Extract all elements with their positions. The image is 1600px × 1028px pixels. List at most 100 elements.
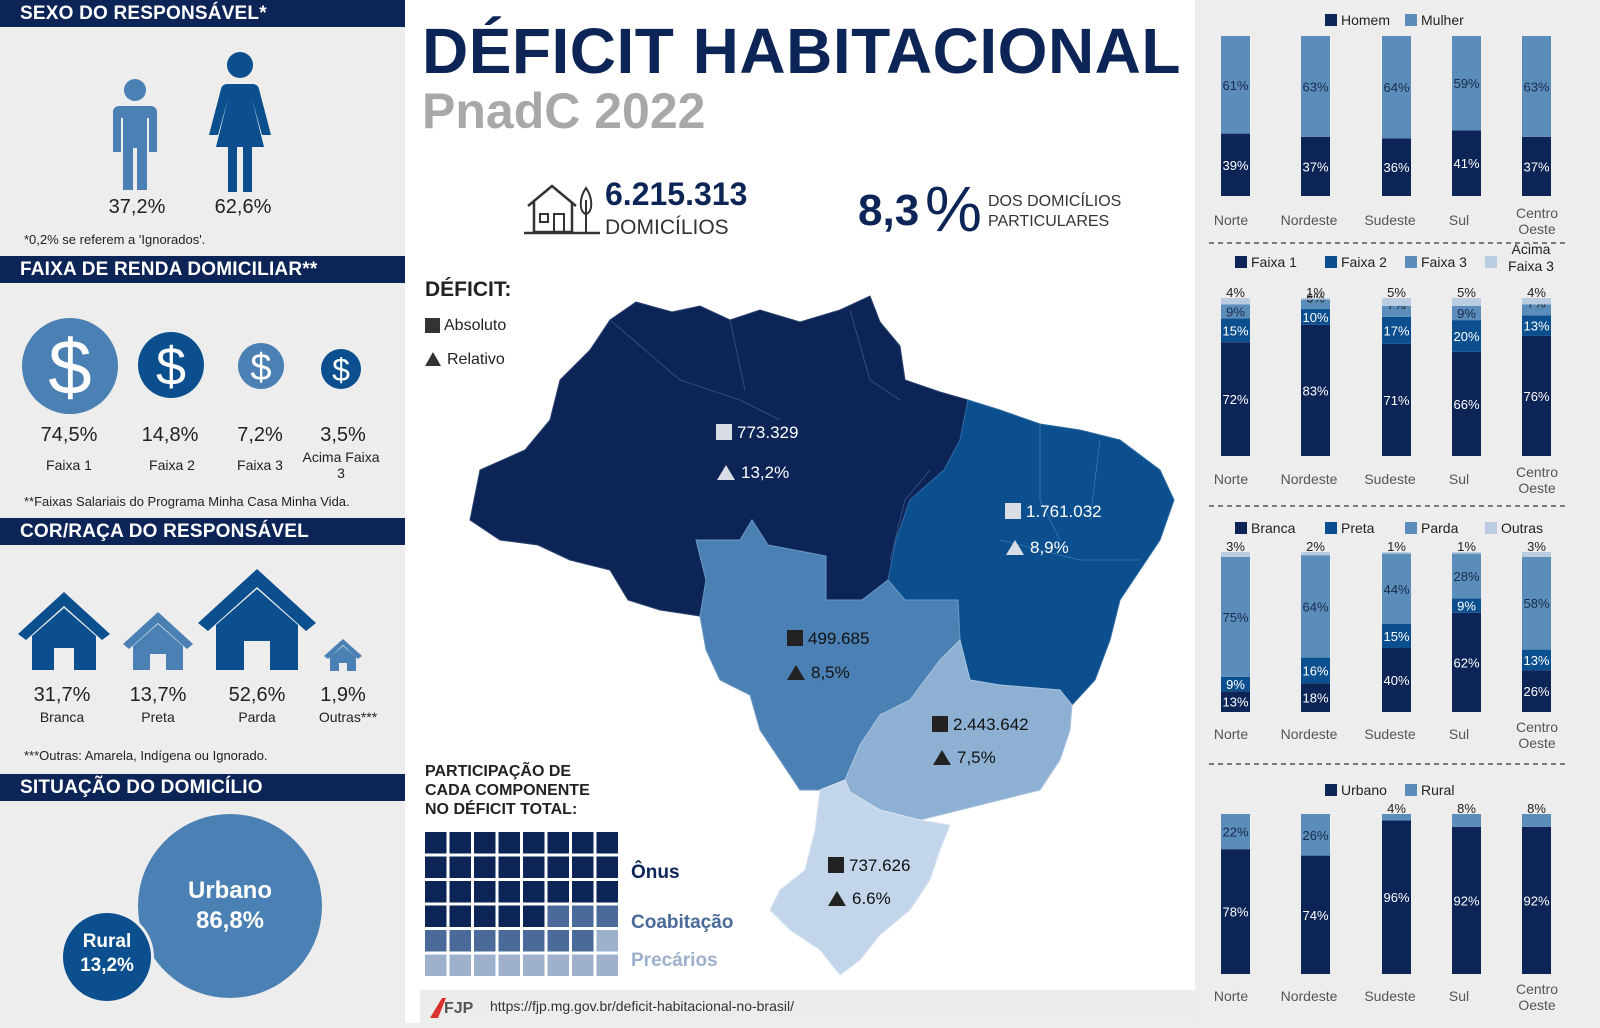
bar-segment [1301,552,1330,556]
bar-value-label: 59% [1453,76,1479,91]
bar-value-label: 28% [1453,569,1479,584]
bar-value-label: 78% [1222,905,1248,920]
waffle-cell-ônus [498,881,520,903]
waffle-cell-ônus [547,832,569,854]
kpi-domicilios-number: 6.215.313 [605,176,748,212]
bar-segment [1382,814,1411,821]
bar-value-label: 13% [1222,695,1248,710]
bar-segment [1301,136,1330,196]
waffle-cell-ônus [596,856,618,878]
bar-value-label: 96% [1383,890,1409,905]
legend-label: Faixa 1 [1251,254,1297,270]
bar-segment [1382,316,1411,344]
legend-item: Preta [1325,520,1375,536]
norte-absolute: 773.329 [737,423,799,442]
waffle-cell-ônus [474,832,496,854]
legend-label: Faixa 3 [1508,258,1554,274]
svg-text:$: $ [250,347,271,389]
bar-value-label: 83% [1302,383,1328,398]
renda-f4-pct: 3,5% [320,424,366,446]
nordeste-triangle-icon [1006,540,1024,555]
waffle-cell-ônus [523,832,545,854]
bar-segment [1382,648,1411,712]
waffle-cell-precários [596,954,618,976]
legend-label: Homem [1341,12,1390,28]
bar-segment [1221,36,1250,134]
cor-parda-pct: 52,6% [228,684,286,706]
category-label: Centro [1516,464,1558,480]
bar-segment [1522,298,1551,305]
footer-url[interactable]: https://fjp.mg.gov.br/deficit-habitacion… [490,998,794,1014]
category-label: Sul [1449,726,1469,742]
waffle-cell-ônus [547,881,569,903]
bar-segment [1522,315,1551,336]
bar-segment [1522,826,1551,974]
waffle-cell-ônus [449,832,471,854]
bar-segment [1301,683,1330,712]
category-label: Nordeste [1281,212,1338,228]
centro-oeste-triangle-icon [787,665,805,680]
category-label: Norte [1214,726,1248,742]
bar-segment [1452,298,1481,306]
bar-segment [1522,335,1551,456]
waffle-cell-ônus [572,856,594,878]
legend-swatch [1405,784,1417,796]
participacao-title-2: CADA COMPONENTE [425,782,590,799]
waffle-cell-coabitação [523,930,545,952]
kpi-pct-text-1: DOS DOMICÍLIOS [988,193,1122,210]
bar-value-label: 16% [1302,663,1328,678]
bar-value-label: 3% [1226,539,1245,554]
map-state-lines [609,309,931,561]
legend-item: Faixa 1 [1235,254,1297,270]
legend-triangle-icon [425,352,441,366]
renda-f4-label: Acima Faixa 3 [302,449,380,481]
bar-value-label: 9% [1457,599,1476,614]
waffle-cell-coabitação [498,930,520,952]
legend-label: Urbano [1341,782,1387,798]
waffle-cell-ônus [425,905,447,927]
legend-swatch [1485,256,1497,268]
renda-f1-label: Faixa 1 [46,457,92,473]
cor-parda-label: Parda [238,709,276,725]
bar-segment [1522,649,1551,671]
female-icon [209,52,271,192]
bar-segment [1301,814,1330,856]
dollar-icon-medium: $ [138,332,204,398]
sexo-homem-pct: 37,2% [108,196,166,218]
sul-triangle-icon [828,891,846,906]
waffle-chart [425,832,618,976]
bar-segment [1221,133,1250,196]
bar-segment [1452,130,1481,196]
bar-segment [1452,36,1481,131]
renda-f1-pct: 74,5% [40,424,98,446]
bar-segment [1522,136,1551,196]
legend-item: Mulher [1405,12,1464,28]
waffle-cell-ônus [449,881,471,903]
category-label: Centro [1516,205,1558,221]
cor-branca-pct: 31,7% [33,684,91,706]
sudeste-absolute: 2.443.642 [953,715,1029,734]
legend-square-icon [425,318,440,333]
centro-oeste-relative: 8,5% [811,663,850,682]
bar-segment [1382,552,1411,554]
bar-value-label: 1% [1306,285,1325,300]
waffle-cell-ônus [572,881,594,903]
category-label: Sudeste [1364,988,1416,1004]
bar-segment [1382,343,1411,456]
category-label: Sudeste [1364,471,1416,487]
legend-swatch [1325,256,1337,268]
legend-item: Parda [1405,520,1459,536]
waffle-cell-ônus [449,856,471,878]
legend-label: Outras [1501,520,1543,536]
bar-value-label: 64% [1302,599,1328,614]
waffle-cell-coabitação [474,930,496,952]
bar-value-label: 40% [1383,673,1409,688]
svg-text:$: $ [332,352,350,388]
bar-segment [1452,598,1481,613]
bar-segment [1301,555,1330,658]
participacao-title-1: PARTICIPAÇÃO DE [425,763,572,780]
legend-swatch [1325,14,1337,26]
waffle-cell-ônus [425,881,447,903]
region-sul [769,779,951,976]
